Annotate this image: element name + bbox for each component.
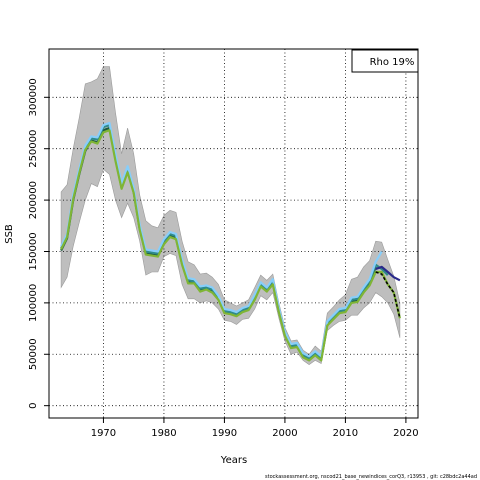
x-tick-label-1990: 1990	[212, 428, 237, 439]
legend-text: Rho 19%	[370, 57, 415, 68]
series-layer	[60, 121, 401, 362]
y-tick-label-50000: 50000	[28, 338, 39, 370]
y-tick-label-0: 0	[28, 402, 39, 408]
plot-frame	[48, 48, 419, 419]
series-line-5	[60, 129, 401, 362]
series-line-3	[60, 121, 383, 358]
series-line-6	[375, 271, 401, 319]
confidence-band-layer	[60, 66, 401, 365]
x-tick-label-2020: 2020	[393, 428, 418, 439]
x-tick-label-2010: 2010	[333, 428, 358, 439]
axis-layer: 1970 1980 1990 2000 2010 2020 0 50000 100000 1500…	[28, 78, 419, 439]
legend-box	[351, 49, 419, 73]
confidence-band	[60, 66, 401, 365]
x-tick-label-1970: 1970	[91, 428, 116, 439]
x-axis-title: Years	[220, 455, 247, 466]
y-tick-label-250000: 250000	[28, 130, 39, 168]
y-tick-label-100000: 100000	[28, 284, 39, 322]
y-tick-label-300000: 300000	[28, 78, 39, 116]
x-tick-label-1980: 1980	[151, 428, 176, 439]
y-tick-label-200000: 200000	[28, 181, 39, 219]
y-tick-label-150000: 150000	[28, 232, 39, 270]
footer-text: stockassessment.org, nscod21_base_newind…	[265, 474, 477, 480]
legend: Rho 19%	[351, 49, 419, 73]
y-axis-title: SSB	[4, 224, 15, 244]
series-line-4	[375, 265, 401, 282]
x-tick-label-2000: 2000	[272, 428, 297, 439]
